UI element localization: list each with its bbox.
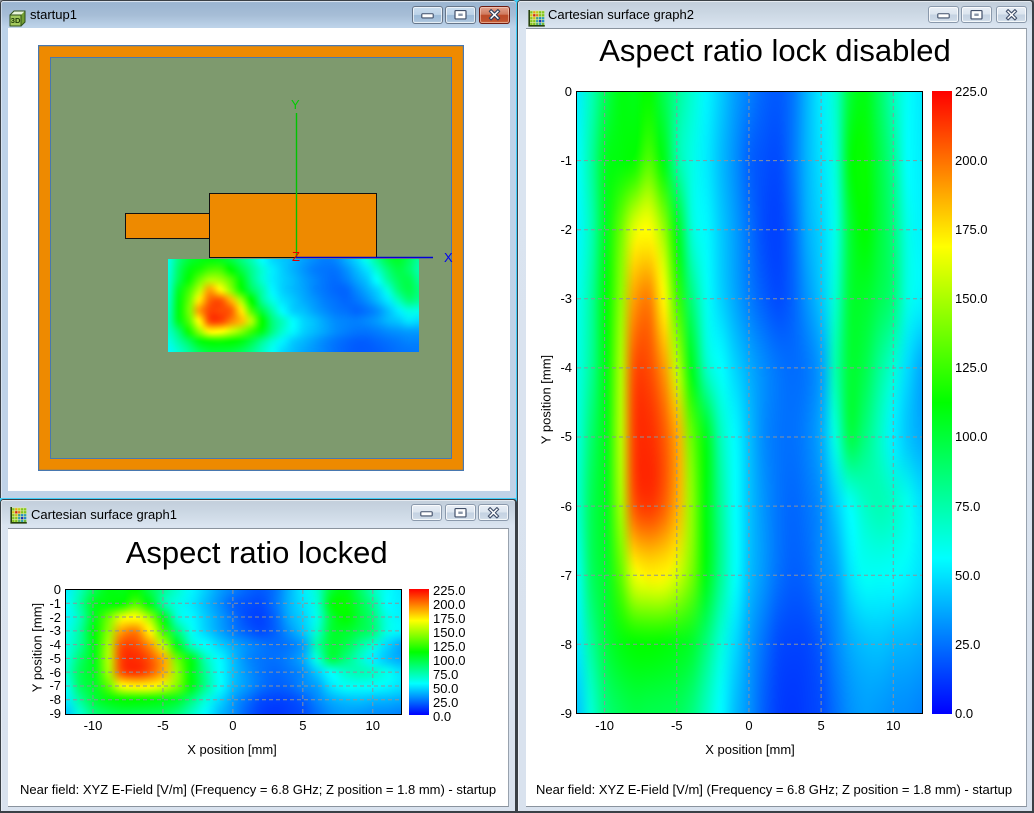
svg-text:3D: 3D — [11, 16, 21, 25]
